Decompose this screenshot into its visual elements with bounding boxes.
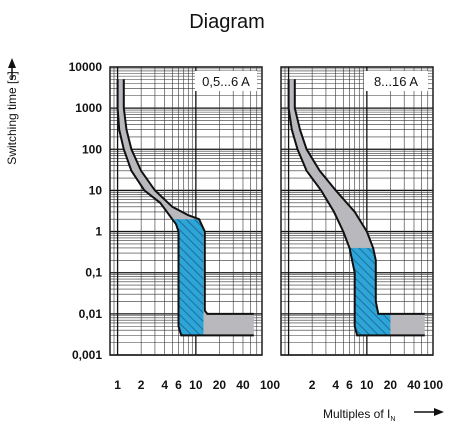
x-tick-label: 20 — [213, 378, 227, 392]
x-tick-label: 10 — [189, 378, 203, 392]
chart-title: Diagram — [189, 11, 265, 33]
x-tick-label: 2 — [138, 378, 145, 392]
x-tick-label: 4 — [161, 378, 168, 392]
trip-bands — [116, 79, 425, 337]
y-tick-label: 0,01 — [79, 307, 103, 321]
svg-text:0,5...6 A: 0,5...6 A — [202, 74, 250, 89]
lower-curve — [116, 79, 254, 337]
y-tick-label: 10000 — [69, 60, 103, 74]
x-tick-labels: 1 2 4 6 10 20 40 100 2 4 6 10 20 40 100 — [114, 378, 443, 392]
y-tick-label: 10 — [89, 183, 103, 197]
y-tick-label: 100 — [82, 142, 102, 156]
panel-label-right: 8...16 A — [364, 71, 428, 91]
y-axis-arrow-icon — [8, 58, 16, 80]
y-tick-label: 0,001 — [72, 348, 102, 362]
x-tick-label: 40 — [407, 378, 421, 392]
x-tick-label: 6 — [346, 378, 353, 392]
upper-curve — [293, 79, 425, 315]
lower-curve — [287, 79, 425, 337]
y-tick-label: 1000 — [75, 101, 102, 115]
x-axis-arrow-icon — [414, 408, 444, 416]
x-tick-label: 4 — [332, 378, 339, 392]
y-tick-labels: 10000 1000 100 10 1 0,1 0,01 0,001 — [69, 60, 103, 362]
x-tick-label: 1 — [114, 378, 121, 392]
panel-label-left: 0,5...6 A — [195, 71, 257, 91]
x-tick-label: 20 — [384, 378, 398, 392]
upper-curve — [122, 79, 254, 315]
y-tick-label: 1 — [95, 225, 102, 239]
x-tick-label: 100 — [260, 378, 280, 392]
x-tick-label: 2 — [309, 378, 316, 392]
x-tick-label: 6 — [175, 378, 182, 392]
svg-text:8...16 A: 8...16 A — [374, 74, 418, 89]
x-tick-label: 10 — [360, 378, 374, 392]
y-tick-label: 0,1 — [85, 266, 102, 280]
x-tick-label: 40 — [236, 378, 250, 392]
grid — [109, 66, 434, 356]
x-axis-label: Multiples of IN — [323, 407, 395, 423]
x-tick-label: 100 — [423, 378, 443, 392]
trip-band-0 — [116, 79, 254, 337]
y-axis-label: Switching time [s] — [5, 71, 19, 164]
